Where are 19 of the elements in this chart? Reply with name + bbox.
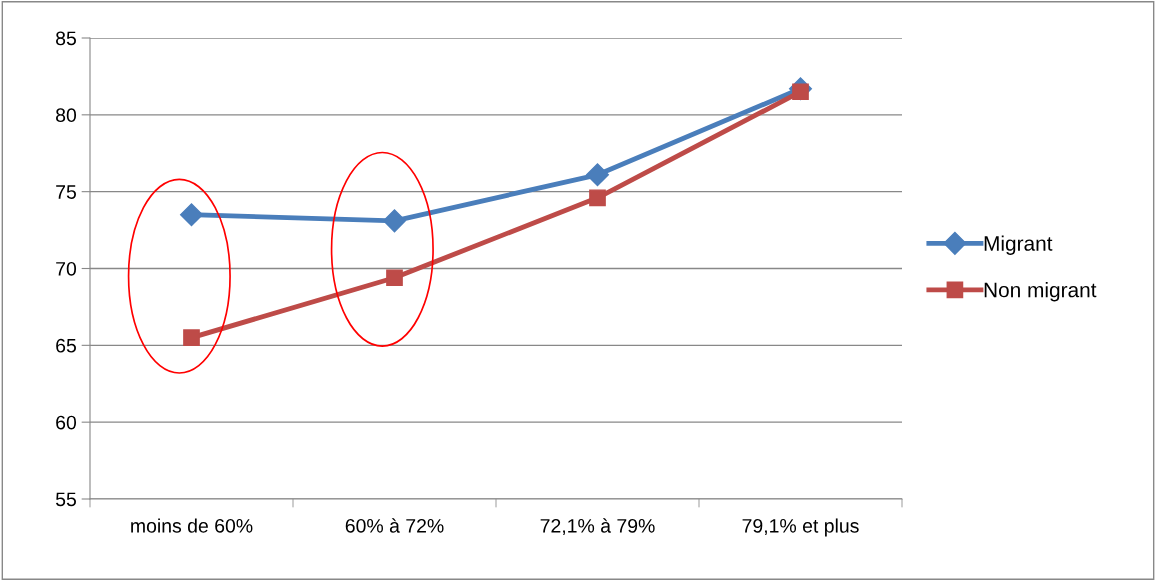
point — [383, 209, 406, 233]
y-tick-label: 55 — [55, 492, 76, 507]
y-tick-label: 60 — [56, 415, 77, 430]
y-tick-label: 75 — [56, 185, 76, 199]
x-tick-label: 79,1% et plus — [742, 518, 859, 537]
y-tick-label: 65 — [56, 338, 76, 353]
y-tick-label: 70 — [56, 261, 77, 276]
y-tick-label: 80 — [56, 108, 77, 123]
point — [386, 269, 403, 287]
y-tick-label: 85 — [56, 31, 76, 46]
point — [180, 203, 203, 227]
legend-label: Migrant — [984, 235, 1053, 255]
legend-label: Non migrant — [984, 282, 1097, 302]
x-tick-label: moins de 60% — [131, 518, 253, 533]
point — [183, 329, 200, 346]
point — [586, 163, 609, 187]
x-tick-label: 60% à 72% — [345, 518, 444, 533]
x-tick-label: 72,1% à 79% — [540, 518, 655, 536]
point — [589, 189, 606, 207]
